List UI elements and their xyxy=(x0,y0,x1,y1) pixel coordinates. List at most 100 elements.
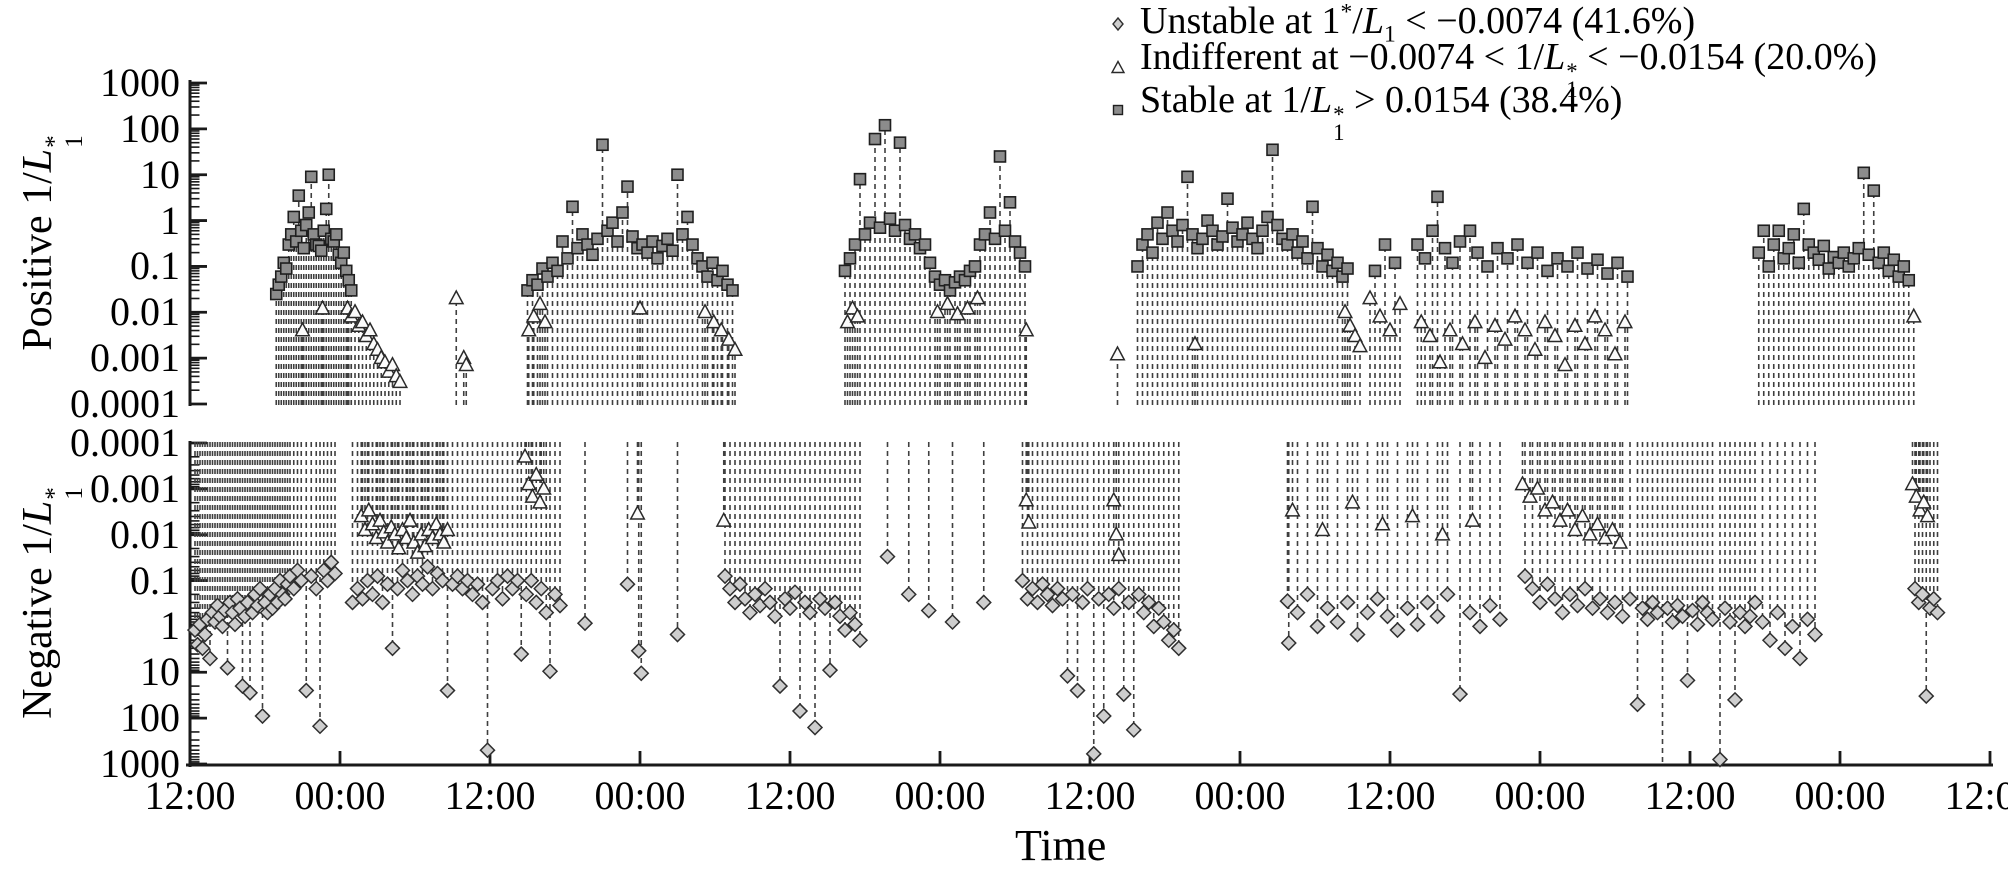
square-marker xyxy=(1131,260,1144,273)
x-tick-label: 12:00 xyxy=(1344,773,1436,818)
square-marker xyxy=(1521,256,1534,270)
triangle-marker xyxy=(391,373,409,389)
diamond-marker xyxy=(226,616,244,633)
y-tick-label: 1 xyxy=(160,197,180,243)
triangle-marker xyxy=(1109,345,1126,361)
triangle-marker xyxy=(631,299,649,315)
L-symbol: L xyxy=(15,148,61,173)
triangle-marker xyxy=(713,321,730,337)
triangle-marker xyxy=(384,356,401,372)
square-marker xyxy=(1216,230,1229,243)
triangle-marker xyxy=(1908,487,1925,503)
diamond-marker xyxy=(1105,600,1122,617)
square-marker xyxy=(576,228,589,241)
diamond-marker xyxy=(816,600,834,617)
x-tick-label: 12:00 xyxy=(144,773,236,818)
square-marker xyxy=(292,189,306,202)
diamond-marker xyxy=(1170,640,1187,657)
triangle-marker xyxy=(1544,493,1561,509)
diamond-marker xyxy=(326,565,344,582)
square-marker xyxy=(596,138,609,152)
diamond-marker xyxy=(1451,686,1469,703)
square-marker xyxy=(279,262,293,275)
square-marker xyxy=(1782,241,1796,255)
square-marker xyxy=(1481,260,1494,273)
square-marker xyxy=(998,224,1012,238)
square-marker xyxy=(868,132,882,146)
x-tick-label: 00:00 xyxy=(1194,773,1286,818)
triangle-marker xyxy=(1434,525,1451,541)
square-marker xyxy=(317,224,331,238)
diamond-marker xyxy=(975,594,992,611)
square-marker xyxy=(676,228,689,241)
diamond-marker xyxy=(1034,576,1051,593)
square-marker xyxy=(1792,256,1806,270)
triangle-marker xyxy=(1391,295,1409,311)
diamond-marker xyxy=(196,626,214,643)
triangle-marker xyxy=(1566,317,1584,333)
square-marker xyxy=(1867,184,1881,197)
diamond-marker xyxy=(1769,604,1786,621)
diamond-marker xyxy=(1721,613,1739,631)
triangle-marker xyxy=(1904,475,1921,491)
square-marker xyxy=(686,238,699,251)
diamond-marker xyxy=(633,665,650,682)
triangle-marker xyxy=(1018,321,1035,337)
square-marker xyxy=(1418,252,1432,265)
diamond-marker xyxy=(731,576,749,593)
diamond-marker xyxy=(384,640,401,657)
y-tick-label: 1000 xyxy=(100,741,180,786)
diamond-marker xyxy=(1791,650,1809,667)
triangle-marker xyxy=(398,529,415,545)
diamond-marker xyxy=(1576,580,1594,597)
triangle-marker xyxy=(1404,507,1421,523)
square-marker xyxy=(706,256,719,270)
diamond-marker xyxy=(1736,618,1754,635)
triangle-marker xyxy=(1905,307,1922,323)
L-sub-sup: * 1 xyxy=(41,487,88,500)
diamond-marker xyxy=(1746,594,1764,611)
square-marker xyxy=(1311,241,1324,255)
x-tick-label: 12:00 xyxy=(1944,773,2008,818)
square-marker xyxy=(556,235,569,248)
diamond-marker xyxy=(1155,613,1172,631)
triangle-marker xyxy=(1421,327,1439,343)
triangle-marker xyxy=(1514,475,1531,491)
triangle-marker xyxy=(346,303,364,319)
square-marker xyxy=(671,168,684,182)
positive-panel-stems xyxy=(275,125,1915,405)
triangle-marker xyxy=(1374,515,1391,531)
L-sub-sup: * 1 xyxy=(1566,58,1578,102)
x-tick-label: 00:00 xyxy=(1494,773,1586,818)
diamond-marker xyxy=(1546,590,1564,607)
diamond-marker xyxy=(479,742,496,759)
diamond-marker xyxy=(1644,594,1661,611)
square-marker xyxy=(566,200,579,214)
square-marker xyxy=(853,172,867,186)
diamond-marker xyxy=(1359,604,1376,621)
diamond-marker xyxy=(1726,691,1744,708)
square-marker xyxy=(1411,238,1424,251)
diamond-marker xyxy=(523,572,540,589)
square-marker xyxy=(1777,252,1791,265)
square-marker xyxy=(1772,224,1786,238)
triangle-marker xyxy=(516,447,534,463)
diamond-marker xyxy=(214,618,231,635)
diamond-marker xyxy=(298,682,315,699)
square-marker xyxy=(319,202,333,216)
diamond-marker xyxy=(369,568,386,585)
diamond-marker xyxy=(1019,590,1036,607)
square-marker xyxy=(1368,264,1382,278)
triangle-marker xyxy=(1344,493,1361,509)
triangle-marker xyxy=(1616,313,1634,329)
square-marker xyxy=(1141,228,1154,241)
square-marker xyxy=(1611,256,1624,270)
triangle-marker xyxy=(531,493,549,509)
diamond-marker xyxy=(219,659,236,676)
diamond-marker xyxy=(801,604,819,621)
diamond-marker xyxy=(533,580,550,597)
diamond-marker xyxy=(1914,586,1931,603)
diamond-marker xyxy=(374,594,391,611)
diamond-marker xyxy=(1079,580,1096,597)
legend-item-unstable: Unstable at 1*/L1 < −0.0074 (41.6%) xyxy=(1108,0,1877,47)
